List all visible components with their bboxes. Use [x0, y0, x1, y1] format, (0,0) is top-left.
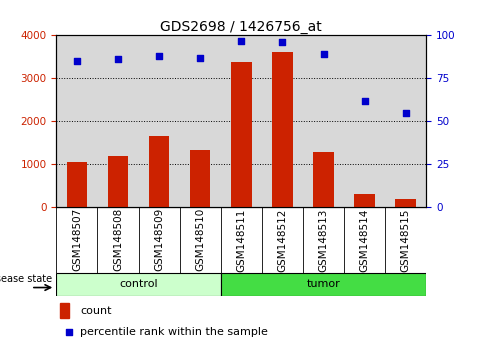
Bar [231, 62, 251, 207]
Text: percentile rank within the sample: percentile rank within the sample [80, 327, 268, 337]
Bar [354, 194, 375, 207]
Bar [108, 156, 128, 207]
Bar [67, 162, 87, 207]
Text: control: control [119, 279, 158, 289]
Text: tumor: tumor [307, 279, 341, 289]
Bar [395, 199, 416, 207]
Text: GSM148512: GSM148512 [277, 208, 288, 272]
Point [238, 38, 245, 44]
Point [73, 58, 81, 64]
Point [196, 55, 204, 61]
Bar [60, 303, 69, 318]
Bar [149, 136, 170, 207]
Text: count: count [80, 306, 112, 316]
Bar [190, 150, 211, 207]
Point [319, 51, 327, 57]
Text: GSM148513: GSM148513 [318, 208, 328, 272]
Text: GSM148514: GSM148514 [360, 208, 369, 272]
Bar [272, 52, 293, 207]
Point [278, 39, 286, 45]
Point [402, 110, 410, 115]
Point [361, 98, 368, 103]
Text: disease state: disease state [0, 274, 52, 285]
Text: GSM148508: GSM148508 [113, 208, 123, 272]
Bar [221, 273, 426, 296]
Point [155, 53, 163, 59]
Point [65, 330, 73, 335]
Text: GSM148511: GSM148511 [236, 208, 246, 272]
Point [114, 57, 122, 62]
Text: GSM148510: GSM148510 [195, 208, 205, 272]
Text: GSM148507: GSM148507 [72, 208, 82, 272]
Text: GSM148515: GSM148515 [401, 208, 411, 272]
Bar [313, 152, 334, 207]
Text: GSM148509: GSM148509 [154, 208, 164, 272]
Title: GDS2698 / 1426756_at: GDS2698 / 1426756_at [160, 21, 322, 34]
Bar [56, 273, 221, 296]
